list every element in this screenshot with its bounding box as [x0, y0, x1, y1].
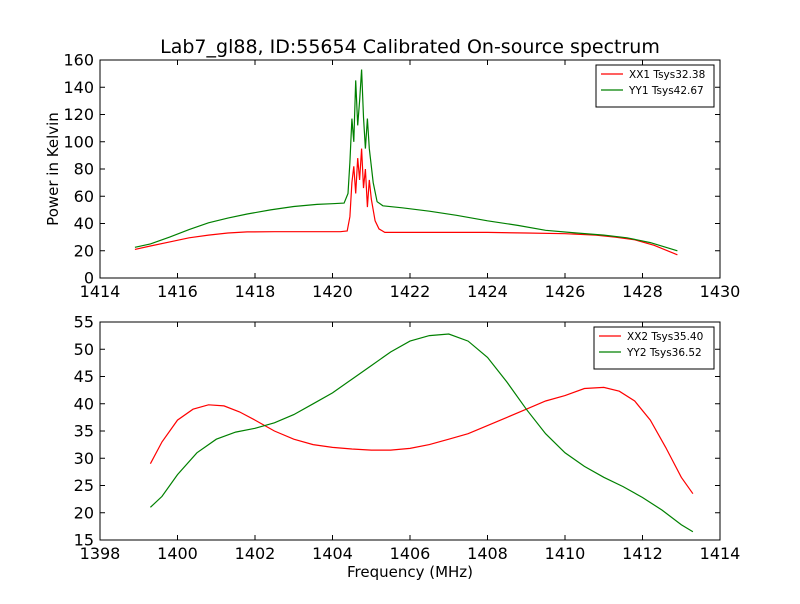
top-y-axis-label: Power in Kelvin: [44, 112, 62, 226]
top-x-tick-label: 1430: [700, 282, 741, 301]
top-legend-label: YY1 Tsys42.67: [628, 85, 704, 97]
bottom-y-tick-label: 20: [74, 503, 94, 522]
bottom-y-tick-label: 40: [74, 394, 94, 413]
bottom-x-tick-label: 1402: [235, 544, 276, 563]
top-legend-label: XX1 Tsys32.38: [629, 69, 705, 81]
bottom-y-tick-label: 55: [74, 313, 94, 332]
top-series-line-2: [134, 69, 678, 252]
top-y-tick-label: 0: [84, 269, 94, 288]
bottom-y-tick-label: 25: [74, 476, 94, 495]
top-legend-box: [595, 64, 715, 108]
top-series-line-1: [134, 148, 678, 256]
bottom-y-tick-label: 50: [74, 340, 94, 359]
top-panel: 1414 1416 1418 1420 1422 1424 1426 1428 1430 0 20 4…: [44, 51, 740, 302]
bottom-y-tick-label: 45: [74, 367, 94, 386]
top-x-tick-label: 1422: [390, 282, 431, 301]
chart-title: Lab7_gl88, ID:55654 Calibrated On-source…: [160, 36, 660, 58]
bottom-x-tick-label: 1404: [312, 544, 353, 563]
top-x-tick-label: 1418: [235, 282, 276, 301]
bottom-y-tick-label: 30: [74, 449, 94, 468]
bottom-legend-box: [593, 326, 715, 370]
top-x-tick-label: 1414: [80, 282, 121, 301]
top-y-tick-label: 140: [63, 78, 94, 97]
top-x-tick-label: 1424: [467, 282, 508, 301]
top-y-tick-label: 160: [63, 51, 94, 70]
top-x-tick-label: 1428: [622, 282, 663, 301]
top-y-tick-label: 120: [63, 105, 94, 124]
top-y-tick-label: 20: [74, 241, 94, 260]
bottom-x-tick-label: 1414: [700, 544, 741, 563]
top-y-tick-label: 80: [74, 160, 94, 179]
top-x-tick-label: 1420: [312, 282, 353, 301]
top-y-tick-label: 60: [74, 187, 94, 206]
bottom-series-line-2: [149, 333, 694, 533]
bottom-y-tick-label: 15: [74, 531, 94, 550]
top-y-tick-label: 100: [63, 132, 94, 151]
bottom-x-tick-label: 1398: [80, 544, 121, 563]
bottom-x-axis-label: Frequency (MHz): [347, 563, 473, 581]
bottom-x-tick-label: 1406: [390, 544, 431, 563]
top-y-tick-label: 40: [74, 214, 94, 233]
bottom-legend-label: XX2 Tsys35.40: [627, 331, 703, 343]
bottom-x-tick-label: 1408: [467, 544, 508, 563]
bottom-legend: XX2 Tsys35.40 YY2 Tsys36.52: [593, 326, 715, 370]
bottom-panel: 1398 1400 1402 1404 1406 1408 1410 1412 1414 15 20…: [74, 313, 741, 582]
bottom-legend-label: YY2 Tsys36.52: [626, 347, 702, 359]
bottom-x-tick-label: 1400: [157, 544, 198, 563]
top-x-tick-label: 1416: [157, 282, 198, 301]
top-legend: XX1 Tsys32.38 YY1 Tsys42.67: [595, 64, 715, 108]
bottom-series-line-1: [149, 386, 694, 495]
bottom-x-tick-label: 1410: [545, 544, 586, 563]
bottom-x-tick-label: 1412: [622, 544, 663, 563]
bottom-y-tick-label: 35: [74, 422, 94, 441]
top-x-tick-label: 1426: [545, 282, 586, 301]
